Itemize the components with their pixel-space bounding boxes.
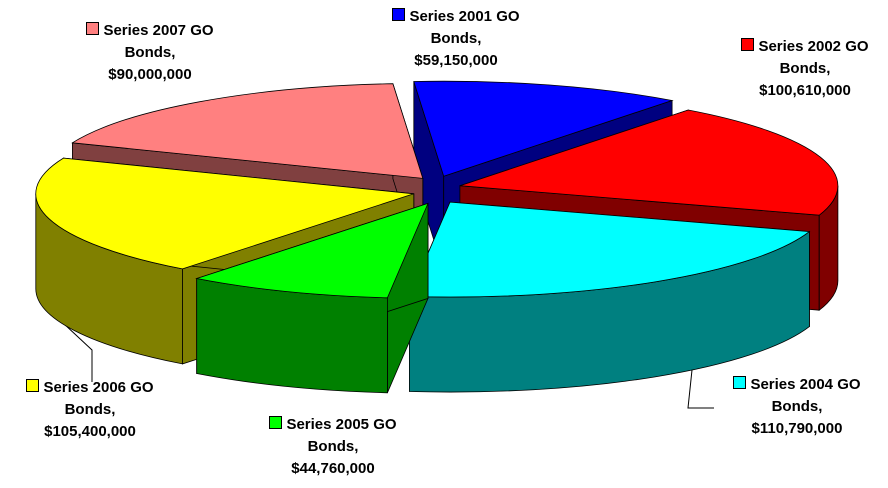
- slice: [195, 202, 429, 299]
- slice-label: Series 2002 GO Bonds, $100,610,000: [720, 36, 888, 102]
- slice-label: Series 2001 GO Bonds, $59,150,000: [371, 6, 541, 72]
- legend-swatch: [733, 376, 747, 389]
- slice-label: Series 2005 GO Bonds, $44,760,000: [248, 414, 418, 480]
- slice-label: Series 2006 GO Bonds, $105,400,000: [5, 377, 175, 443]
- legend-swatch: [741, 38, 755, 51]
- slice-label: Series 2007 GO Bonds, $90,000,000: [65, 20, 235, 86]
- slice: [459, 109, 839, 216]
- slice-value: $105,400,000: [44, 423, 136, 440]
- slice-label: Series 2004 GO Bonds, $110,790,000: [712, 374, 882, 440]
- slice-name: Series 2001 GO Bonds,: [409, 8, 520, 47]
- slice-name: Series 2004 GO Bonds,: [750, 376, 861, 415]
- slice-name: Series 2007 GO Bonds,: [103, 22, 214, 61]
- slice: [71, 83, 424, 179]
- slice-value: $44,760,000: [291, 460, 375, 477]
- legend-swatch: [392, 8, 406, 21]
- leader-line: [61, 321, 93, 382]
- slice-name: Series 2005 GO Bonds,: [286, 416, 397, 455]
- slice-name: Series 2006 GO Bonds,: [43, 379, 154, 418]
- slice: [35, 157, 414, 270]
- slice-value: $59,150,000: [414, 52, 498, 69]
- slice-name: Series 2002 GO Bonds,: [758, 38, 869, 77]
- slice-value: $90,000,000: [108, 66, 192, 83]
- slice-value: $110,790,000: [751, 420, 843, 437]
- slice-value: $100,610,000: [759, 82, 851, 99]
- legend-swatch: [269, 416, 283, 429]
- legend-swatch: [26, 379, 40, 392]
- leader-line: [687, 369, 714, 409]
- legend-swatch: [86, 22, 100, 35]
- slice: [408, 201, 811, 298]
- slice: [413, 80, 674, 177]
